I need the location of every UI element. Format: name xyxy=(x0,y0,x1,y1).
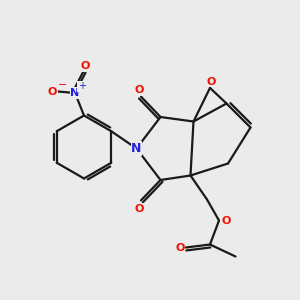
Text: N: N xyxy=(70,88,80,98)
Text: O: O xyxy=(135,85,144,95)
Text: O: O xyxy=(175,243,185,253)
Text: O: O xyxy=(135,203,144,214)
Text: O: O xyxy=(207,77,216,87)
Text: N: N xyxy=(131,142,142,155)
Text: −: − xyxy=(57,80,67,90)
Text: O: O xyxy=(48,86,57,97)
Text: O: O xyxy=(222,215,231,226)
Text: +: + xyxy=(78,81,86,92)
Text: O: O xyxy=(81,61,90,71)
